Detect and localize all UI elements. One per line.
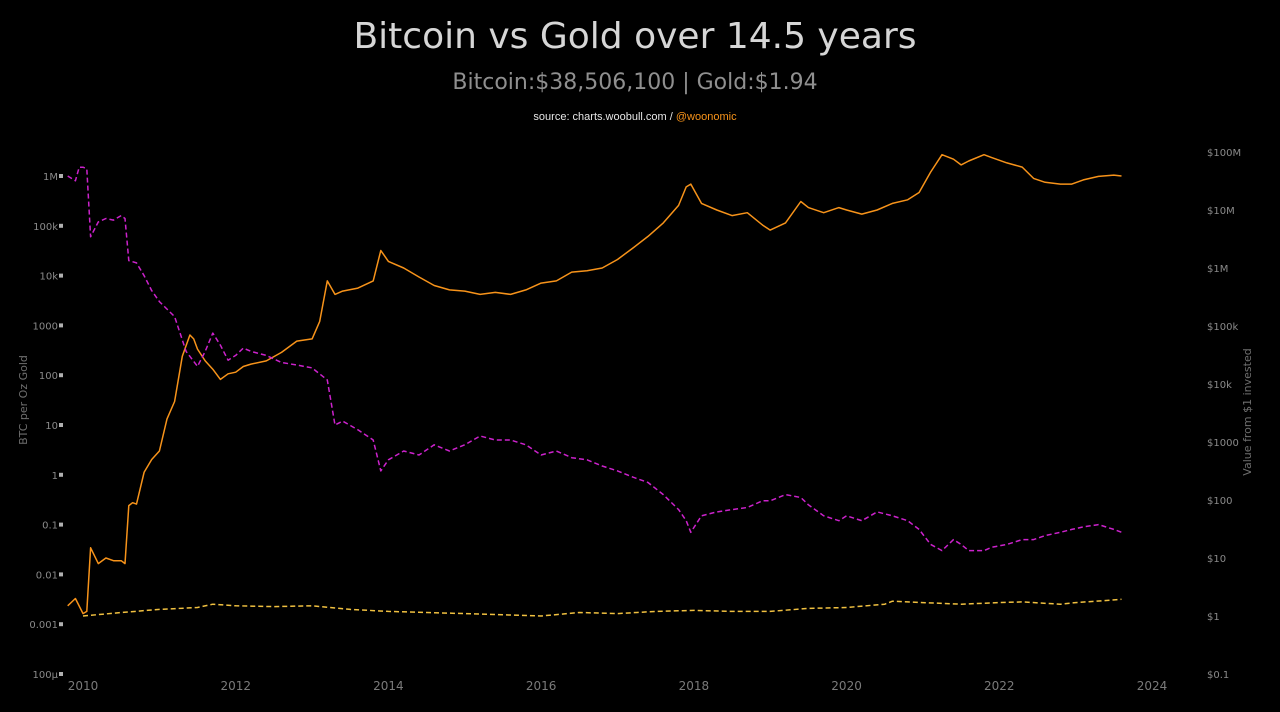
y-left-tick-label: 10k	[39, 272, 58, 283]
y-right-tick-label: $100M	[1207, 148, 1241, 159]
y-right-tick-label: $10M	[1207, 206, 1235, 217]
y-left-tick-mark	[59, 622, 63, 627]
y-left-tick-label: 0.01	[36, 570, 58, 581]
y-right-tick-label: $10k	[1207, 380, 1232, 391]
x-tick-label: 2024	[1137, 679, 1168, 693]
y-left-tick-mark	[59, 472, 63, 477]
y-right-tick-label: $1	[1207, 612, 1220, 623]
x-tick-label: 2010	[68, 679, 99, 693]
y-left-tick-mark	[59, 572, 63, 577]
y-axis-label-left: BTC per Oz Gold	[17, 355, 30, 445]
y-right-tick-label: $100	[1207, 496, 1232, 507]
y-left-tick-mark	[59, 223, 63, 228]
y-left-tick-label: 100μ	[33, 670, 59, 681]
x-axis: 2010 2012 2014 2016 2018 2020 2022 2024	[68, 679, 1168, 693]
source-handle-link[interactable]: @woonomic	[675, 111, 737, 123]
y-left-tick-mark	[59, 423, 63, 427]
y-left-tick-mark	[59, 174, 63, 178]
y-left-tick-label: 1000	[33, 321, 58, 332]
y-left-tick-label: 1M	[43, 172, 58, 183]
y-right-tick-label: $0.1	[1207, 670, 1229, 681]
y-left-tick-label: 10	[45, 421, 58, 432]
source-line: source: charts.woobull.com / @woonomic	[0, 111, 1270, 123]
y-left-tick-label: 1	[52, 471, 58, 482]
y-axis-label-right: Value from $1 invested	[1241, 348, 1254, 475]
series-line-gold	[82, 598, 1122, 617]
series-line-btc-per-oz-gold	[67, 166, 1122, 552]
left-axis: 100μ 0.001 0.01 0.1 1 10 100 1000 10k 100k 1M	[29, 172, 63, 681]
y-left-tick-mark	[59, 273, 63, 278]
x-tick-label: 2014	[373, 679, 404, 693]
series-group	[67, 153, 1122, 617]
y-right-tick-label: $100k	[1207, 322, 1238, 333]
y-left-tick-mark	[59, 522, 63, 527]
y-right-tick-label: $10	[1207, 554, 1226, 565]
y-left-tick-label: 0.1	[42, 521, 58, 532]
x-tick-label: 2018	[679, 679, 710, 693]
y-left-tick-label: 0.001	[29, 620, 58, 631]
y-left-tick-mark	[59, 672, 63, 676]
chart-title: Bitcoin vs Gold over 14.5 years	[353, 16, 917, 57]
x-tick-label: 2012	[220, 679, 251, 693]
y-left-tick-mark	[59, 323, 63, 328]
y-right-tick-label: $1000	[1207, 438, 1239, 449]
x-tick-label: 2016	[526, 679, 557, 693]
x-tick-label: 2022	[984, 679, 1015, 693]
x-tick-label: 2020	[831, 679, 862, 693]
source-text: source: charts.woobull.com /	[533, 111, 676, 123]
y-left-tick-mark	[59, 373, 63, 378]
series-line-bitcoin	[67, 153, 1122, 615]
y-right-tick-label: $1M	[1207, 264, 1228, 275]
chart-subtitle: Bitcoin:$38,506,100 | Gold:$1.94	[452, 70, 818, 95]
y-left-tick-label: 100	[39, 371, 58, 382]
right-axis: $0.1 $1 $10 $100 $1000 $10k $100k $1M $10M $100M	[1207, 148, 1241, 681]
y-left-tick-label: 100k	[33, 222, 58, 233]
